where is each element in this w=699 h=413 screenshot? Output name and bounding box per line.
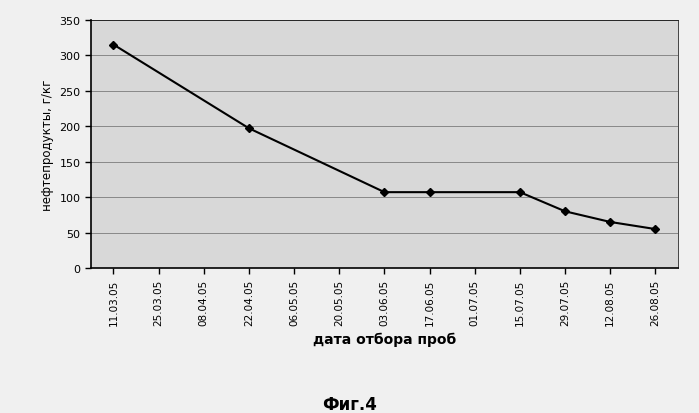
Y-axis label: нефтепродукты, г/кг: нефтепродукты, г/кг [41,79,54,210]
X-axis label: дата отбора проб: дата отбора проб [313,332,456,346]
Text: Фиг.4: Фиг.4 [322,395,377,413]
